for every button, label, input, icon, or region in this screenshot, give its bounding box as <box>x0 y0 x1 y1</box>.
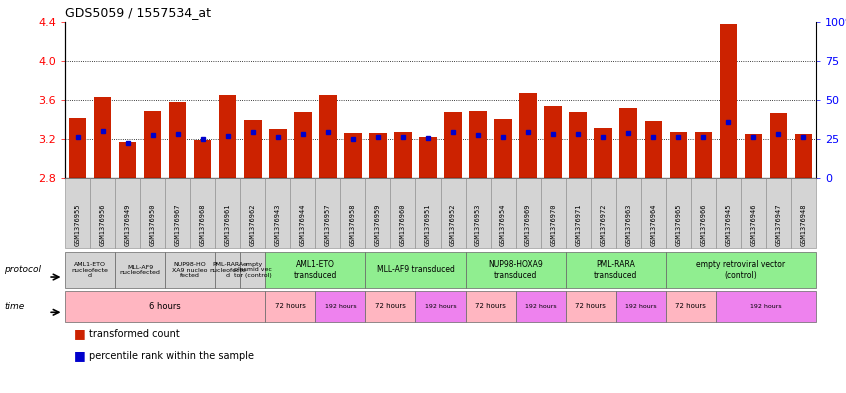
Text: GSM1376956: GSM1376956 <box>100 204 106 246</box>
Bar <box>619 108 637 178</box>
Text: 192 hours: 192 hours <box>325 304 356 309</box>
Text: percentile rank within the sample: percentile rank within the sample <box>89 351 254 360</box>
Text: 192 hours: 192 hours <box>625 304 656 309</box>
Bar <box>269 129 287 178</box>
Bar <box>94 97 112 178</box>
Text: GSM1376943: GSM1376943 <box>275 204 281 246</box>
Text: NUP98-HOXA9
transduced: NUP98-HOXA9 transduced <box>488 260 543 280</box>
Text: ■: ■ <box>74 327 85 340</box>
Text: GSM1376963: GSM1376963 <box>625 204 631 246</box>
Text: GSM1376945: GSM1376945 <box>725 204 732 246</box>
Text: GSM1376959: GSM1376959 <box>375 204 381 246</box>
Bar <box>69 118 86 178</box>
Text: GSM1376962: GSM1376962 <box>250 204 255 246</box>
Bar <box>219 95 237 178</box>
Text: GSM1376944: GSM1376944 <box>299 204 305 246</box>
Text: GSM1376969: GSM1376969 <box>525 204 531 246</box>
Text: 72 hours: 72 hours <box>475 303 506 310</box>
Text: NUP98-HO
XA9 nucleo
fected: NUP98-HO XA9 nucleo fected <box>173 262 208 278</box>
Bar <box>569 112 587 178</box>
Text: GSM1376947: GSM1376947 <box>776 204 782 246</box>
Text: GSM1376949: GSM1376949 <box>124 204 130 246</box>
Bar <box>319 95 337 178</box>
Text: protocol: protocol <box>4 266 41 274</box>
Text: GSM1376953: GSM1376953 <box>475 204 481 246</box>
Text: GSM1376972: GSM1376972 <box>600 204 607 246</box>
Text: MLL-AF9
nucleofected: MLL-AF9 nucleofected <box>119 264 161 275</box>
Text: GSM1376958: GSM1376958 <box>350 204 356 246</box>
Text: GSM1376970: GSM1376970 <box>550 204 556 246</box>
Text: empty
plasmid vec
tor (control): empty plasmid vec tor (control) <box>233 262 272 278</box>
Text: GSM1376965: GSM1376965 <box>675 204 681 246</box>
Text: GSM1376948: GSM1376948 <box>800 204 806 246</box>
Bar <box>420 137 437 178</box>
Bar <box>645 121 662 178</box>
Bar <box>744 134 762 178</box>
Bar <box>118 142 136 178</box>
Bar <box>669 132 687 178</box>
Bar <box>494 119 512 178</box>
Bar <box>695 132 712 178</box>
Text: 72 hours: 72 hours <box>375 303 406 310</box>
Text: PML-RARA
nucleofecte
d: PML-RARA nucleofecte d <box>209 262 246 278</box>
Bar <box>519 93 537 178</box>
Text: GSM1376961: GSM1376961 <box>225 204 231 246</box>
Text: GSM1376968: GSM1376968 <box>200 204 206 246</box>
Bar <box>169 102 186 178</box>
Bar <box>244 119 261 178</box>
Text: 192 hours: 192 hours <box>425 304 456 309</box>
Text: 72 hours: 72 hours <box>275 303 305 310</box>
Bar <box>720 24 737 178</box>
Text: 6 hours: 6 hours <box>149 302 181 311</box>
Text: AML1-ETO
transduced: AML1-ETO transduced <box>294 260 337 280</box>
Text: GSM1376952: GSM1376952 <box>450 204 456 246</box>
Text: GSM1376950: GSM1376950 <box>150 204 156 246</box>
Text: GSM1376957: GSM1376957 <box>325 204 331 246</box>
Text: ■: ■ <box>74 349 85 362</box>
Bar <box>770 113 788 178</box>
Text: GSM1376967: GSM1376967 <box>174 204 181 246</box>
Bar <box>544 106 562 178</box>
Text: GSM1376951: GSM1376951 <box>425 204 431 246</box>
Bar <box>794 134 812 178</box>
Bar <box>394 132 412 178</box>
Text: GSM1376955: GSM1376955 <box>74 204 80 246</box>
Text: time: time <box>4 302 25 311</box>
Text: GSM1376964: GSM1376964 <box>651 204 656 246</box>
Text: GDS5059 / 1557534_at: GDS5059 / 1557534_at <box>65 6 211 19</box>
Text: empty retroviral vector
(control): empty retroviral vector (control) <box>696 260 785 280</box>
Text: GSM1376966: GSM1376966 <box>700 204 706 246</box>
Text: 192 hours: 192 hours <box>525 304 557 309</box>
Bar <box>470 111 486 178</box>
Bar <box>595 128 612 178</box>
Bar <box>194 140 212 178</box>
Bar <box>369 133 387 178</box>
Text: 72 hours: 72 hours <box>575 303 606 310</box>
Text: 72 hours: 72 hours <box>675 303 706 310</box>
Text: MLL-AF9 transduced: MLL-AF9 transduced <box>376 266 454 274</box>
Text: GSM1376960: GSM1376960 <box>400 204 406 246</box>
Text: GSM1376954: GSM1376954 <box>500 204 506 246</box>
Text: 192 hours: 192 hours <box>750 304 782 309</box>
Bar <box>344 133 361 178</box>
Text: transformed count: transformed count <box>89 329 179 339</box>
Bar <box>444 112 462 178</box>
Text: PML-RARA
transduced: PML-RARA transduced <box>594 260 637 280</box>
Bar <box>294 112 311 178</box>
Text: GSM1376946: GSM1376946 <box>750 204 756 246</box>
Text: GSM1376971: GSM1376971 <box>575 204 581 246</box>
Bar <box>144 111 162 178</box>
Text: AML1-ETO
nucleofecte
d: AML1-ETO nucleofecte d <box>72 262 108 278</box>
